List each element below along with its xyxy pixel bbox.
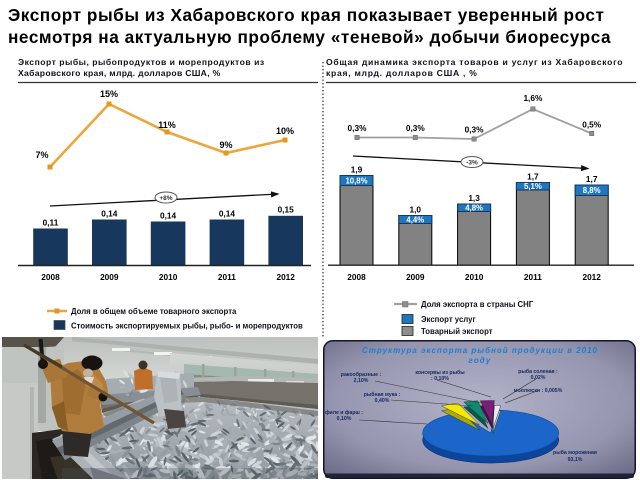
- svg-text:15%: 15%: [100, 89, 118, 99]
- svg-text:5,1%: 5,1%: [524, 182, 542, 191]
- svg-text:4,4%: 4,4%: [406, 215, 424, 224]
- svg-text:моллюски : 0,005%: моллюски : 0,005%: [514, 388, 563, 394]
- svg-text:0,3%: 0,3%: [406, 123, 426, 133]
- svg-text:края, млрд. долларов США , %: края, млрд. долларов США , %: [326, 68, 478, 78]
- svg-text:1,7: 1,7: [527, 172, 539, 182]
- svg-text:1,9: 1,9: [351, 165, 363, 175]
- svg-text:2009: 2009: [100, 272, 119, 282]
- svg-text:2,10%: 2,10%: [354, 378, 369, 384]
- svg-text:4,8%: 4,8%: [465, 204, 483, 213]
- svg-text:Доля в общем объеме товарного: Доля в общем объеме товарного экспорта: [71, 307, 237, 316]
- svg-text:консервы из рыбы: консервы из рыбы: [415, 369, 465, 376]
- svg-text:рыбная мука :: рыбная мука :: [364, 391, 401, 398]
- svg-text:2012: 2012: [582, 272, 601, 282]
- svg-text:10,8%: 10,8%: [345, 176, 367, 185]
- svg-text:9%: 9%: [219, 140, 232, 150]
- svg-text:0,3%: 0,3%: [348, 123, 368, 133]
- svg-text:2008: 2008: [41, 272, 60, 282]
- svg-text:1,7: 1,7: [586, 174, 598, 184]
- svg-text:2009: 2009: [406, 272, 425, 282]
- svg-text:Общая динамика экспорта товаро: Общая динамика экспорта товаров и услуг …: [326, 57, 623, 67]
- svg-text:Хабаровского края, млрд. долла: Хабаровского края, млрд. долларов США, %: [18, 68, 221, 78]
- svg-text:7%: 7%: [35, 150, 48, 160]
- svg-text:2011: 2011: [524, 272, 542, 282]
- svg-text:0,14: 0,14: [160, 210, 177, 220]
- svg-text:Доля экспорта в страны СНГ: Доля экспорта в страны СНГ: [421, 300, 534, 309]
- svg-text:1,0: 1,0: [410, 205, 422, 215]
- svg-text:Экспорт рыбы, рыбопродуктов и: Экспорт рыбы, рыбопродуктов и морепродук…: [18, 57, 265, 67]
- svg-text:+8%: +8%: [159, 195, 172, 202]
- svg-text:году: году: [469, 356, 492, 365]
- svg-text:11%: 11%: [158, 120, 176, 130]
- svg-text:93,1%: 93,1%: [568, 457, 583, 463]
- svg-text:Стоимость экспортируемых рыбы,: Стоимость экспортируемых рыбы, рыбо- и м…: [71, 322, 303, 331]
- svg-text:2008: 2008: [347, 272, 366, 282]
- svg-text:2011: 2011: [218, 272, 236, 282]
- svg-text:1,6%: 1,6%: [523, 93, 543, 103]
- svg-text:ракообразные :: ракообразные :: [341, 371, 382, 378]
- svg-text:рыба соленая :: рыба соленая :: [518, 368, 558, 375]
- svg-text:0,14: 0,14: [219, 208, 236, 218]
- svg-text:10%: 10%: [276, 126, 294, 136]
- svg-text:0,14: 0,14: [101, 208, 118, 218]
- svg-text:0,10%: 0,10%: [337, 416, 352, 422]
- svg-text:0,11: 0,11: [43, 217, 59, 227]
- svg-text:8,8%: 8,8%: [583, 186, 601, 195]
- svg-text:0,15: 0,15: [278, 205, 295, 215]
- svg-text:2012: 2012: [276, 272, 295, 282]
- svg-text:Структура экспорта рыбной прод: Структура экспорта рыбной продукции в 20…: [362, 346, 598, 355]
- svg-text:Экспорт услуг: Экспорт услуг: [421, 315, 476, 324]
- svg-text:Товарный экспорт: Товарный экспорт: [421, 327, 493, 336]
- svg-text:филе и фарш :: филе и фарш :: [325, 409, 363, 416]
- svg-text:0,5%: 0,5%: [582, 120, 602, 130]
- svg-text:-3%: -3%: [466, 160, 478, 167]
- svg-text:1,3: 1,3: [468, 193, 480, 203]
- svg-text:0,40%: 0,40%: [375, 398, 390, 404]
- svg-text:2010: 2010: [159, 272, 178, 282]
- svg-text:0,3%: 0,3%: [465, 125, 485, 135]
- svg-text:рыба мороженая: рыба мороженая: [553, 449, 597, 456]
- svg-text:0,02%: 0,02%: [531, 375, 546, 381]
- svg-text:2010: 2010: [465, 272, 484, 282]
- svg-text:: 0,10%: : 0,10%: [431, 376, 449, 382]
